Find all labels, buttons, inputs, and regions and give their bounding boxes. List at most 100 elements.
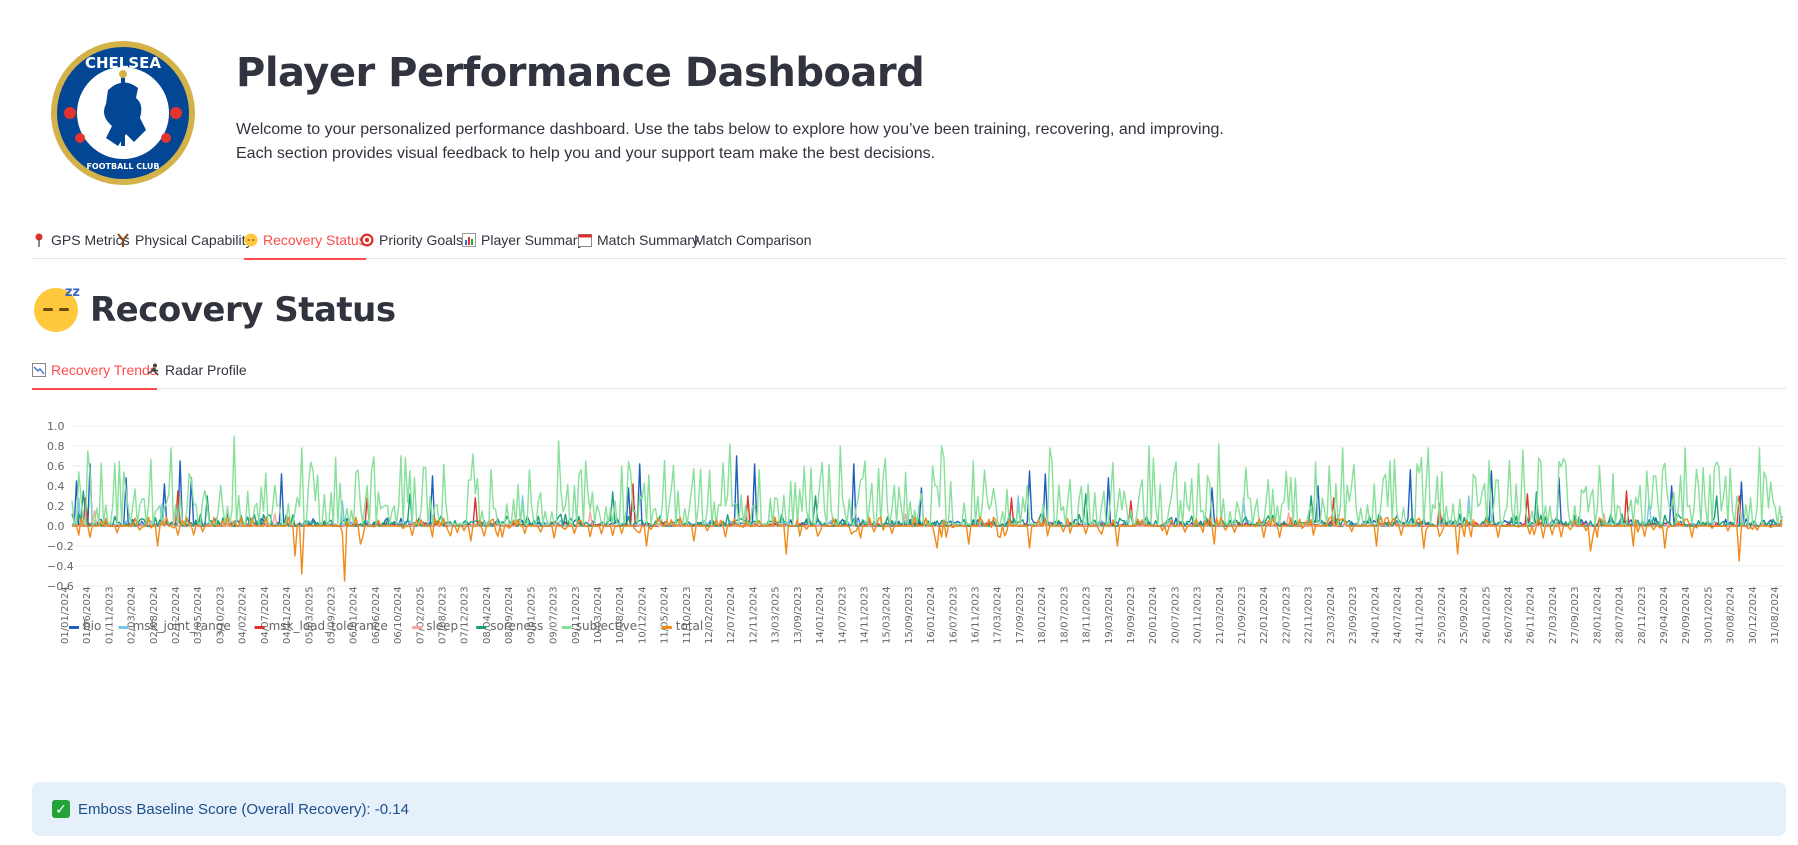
x-tick-label: 06/10/2024	[393, 586, 404, 644]
tab-label: Recovery Status	[263, 232, 366, 248]
x-tick-label: 16/11/2023	[971, 586, 982, 644]
alert-text: Emboss Baseline Score (Overall Recovery)…	[78, 800, 409, 818]
x-tick-label: 15/03/2024	[882, 586, 893, 644]
x-tick-label: 09/07/2023	[549, 586, 560, 644]
x-tick-label: 03/05/2024	[193, 586, 204, 644]
y-tick-label: 0.8	[47, 440, 65, 453]
legend-swatch	[69, 626, 79, 629]
x-tick-label: 30/01/2025	[1703, 586, 1714, 644]
legend-label: subjective	[576, 619, 637, 633]
x-tick-label: 14/07/2023	[837, 586, 848, 644]
main-tabs: GPS Metrics Physical Capability Recovery…	[32, 222, 1786, 260]
x-tick-label: 31/08/2024	[1770, 586, 1781, 644]
x-tick-label: 27/09/2023	[1570, 586, 1581, 644]
x-tick-label: 01/01/2024	[60, 586, 71, 644]
x-tick-label: 01/06/2024	[82, 586, 93, 644]
x-tick-label: 24/07/2024	[1393, 586, 1404, 644]
x-tick-label: 26/07/2024	[1504, 586, 1515, 644]
tab-match-comparison[interactable]: Match Comparison	[694, 222, 812, 258]
tab-priority-goals[interactable]: Priority Goals	[360, 222, 463, 258]
tab-match-summary[interactable]: Match Summary	[578, 222, 699, 258]
tab-gps-metrics[interactable]: GPS Metrics	[32, 222, 130, 258]
subtab-label: Radar Profile	[165, 362, 247, 378]
tab-label: Priority Goals	[379, 232, 464, 248]
y-tick-label: 1.0	[47, 420, 65, 433]
series-line-subjective	[71, 435, 1783, 525]
x-tick-label: 18/11/2023	[1082, 586, 1093, 644]
x-axis-ticks: 01/01/2024 01/06/2024 01/11/2023 02/03/2024…	[60, 586, 1781, 644]
x-tick-label: 08/09/2024	[504, 586, 515, 644]
x-tick-label: 12/02/2024	[704, 586, 715, 644]
x-tick-label: 16/01/2024	[926, 586, 937, 644]
slingshot-icon	[116, 233, 130, 247]
y-tick-label: 0.2	[47, 500, 65, 513]
legend-swatch	[118, 626, 129, 629]
y-tick-label: 0.4	[47, 480, 65, 493]
page-title: Player Performance Dashboard	[236, 50, 925, 96]
legend-swatch	[661, 626, 672, 629]
x-tick-label: 19/09/2023	[1126, 586, 1137, 644]
calendar-icon	[578, 233, 592, 247]
x-tick-label: 05/03/2025	[304, 586, 315, 644]
x-tick-label: 29/09/2024	[1681, 586, 1692, 644]
x-tick-label: 07/12/2023	[460, 586, 471, 644]
x-tick-label: 13/03/2025	[771, 586, 782, 644]
intro-line-1: Welcome to your personalized performance…	[236, 121, 1224, 138]
legend-label: msk_load_tolerance	[269, 619, 388, 633]
legend-swatch	[412, 626, 423, 629]
chart-legend: bio msk_joint_range msk_load_tolerance slee…	[69, 619, 703, 633]
tab-physical-capability[interactable]: Physical Capability	[116, 222, 253, 258]
tab-player-summary[interactable]: Player Summary	[462, 222, 584, 258]
x-tick-label: 10/08/2024	[615, 586, 626, 644]
series-line-total	[72, 516, 1783, 582]
sleeping-face-icon	[244, 233, 258, 247]
tab-recovery-status[interactable]: Recovery Status	[244, 222, 366, 260]
section-title: Recovery Status	[90, 290, 396, 330]
y-tick-label: −0.2	[47, 540, 74, 553]
section-heading: zz Recovery Status	[34, 285, 396, 332]
legend-swatch	[476, 626, 487, 629]
y-tick-label: 0.0	[47, 520, 65, 533]
subtab-recovery-trends[interactable]: Recovery Trends	[32, 352, 157, 390]
x-tick-label: 01/11/2023	[104, 586, 115, 644]
x-tick-label: 07/02/2025	[415, 586, 426, 644]
x-tick-label: 12/07/2024	[726, 586, 737, 644]
x-tick-label: 09/11/2023	[571, 586, 582, 644]
legend-swatch	[561, 626, 572, 629]
subtab-radar-profile[interactable]: Radar Profile	[146, 352, 247, 388]
check-icon: ✓	[52, 800, 70, 818]
tab-label: Player Summary	[481, 232, 585, 248]
x-tick-label: 20/07/2023	[1170, 586, 1181, 644]
x-tick-label: 25/09/2024	[1459, 586, 1470, 644]
tab-label: GPS Metrics	[51, 232, 130, 248]
x-tick-label: 17/09/2023	[1015, 586, 1026, 644]
x-tick-label: 26/11/2024	[1526, 586, 1537, 644]
x-tick-label: 25/03/2024	[1437, 586, 1448, 644]
crest-bottom-text: FOOTBALL CLUB	[86, 162, 159, 171]
y-tick-label: 0.6	[47, 460, 65, 473]
x-tick-label: 08/04/2024	[482, 586, 493, 644]
x-tick-label: 29/04/2024	[1659, 586, 1670, 644]
x-tick-label: 07/08/2023	[438, 586, 449, 644]
x-tick-label: 22/07/2023	[1281, 586, 1292, 644]
legend-label: total	[676, 619, 703, 633]
x-tick-label: 16/07/2023	[948, 586, 959, 644]
x-tick-label: 03/10/2023	[216, 586, 227, 644]
pin-icon	[32, 233, 46, 247]
trend-chart-icon	[32, 363, 46, 377]
x-tick-label: 18/01/2024	[1037, 586, 1048, 644]
x-tick-label: 19/03/2024	[1104, 586, 1115, 644]
x-tick-label: 27/03/2024	[1548, 586, 1559, 644]
x-tick-label: 13/09/2023	[793, 586, 804, 644]
crest-top-text: CHELSEA	[85, 54, 161, 72]
x-tick-label: 28/11/2023	[1637, 586, 1648, 644]
y-tick-label: −0.4	[47, 560, 74, 573]
x-tick-label: 21/03/2024	[1215, 586, 1226, 644]
x-tick-label: 23/03/2024	[1326, 586, 1337, 644]
x-tick-label: 02/03/2024	[127, 586, 138, 644]
recovery-trends-chart[interactable]: 1.0 0.8 0.6 0.4 0.2 0.0 −0.2 −0.4 −0.6 01/01/202…	[32, 410, 1788, 740]
x-tick-label: 09/01/2025	[526, 586, 537, 644]
x-tick-label: 22/11/2023	[1304, 586, 1315, 644]
x-tick-label: 10/12/2024	[637, 586, 648, 644]
chart-series	[71, 435, 1783, 582]
